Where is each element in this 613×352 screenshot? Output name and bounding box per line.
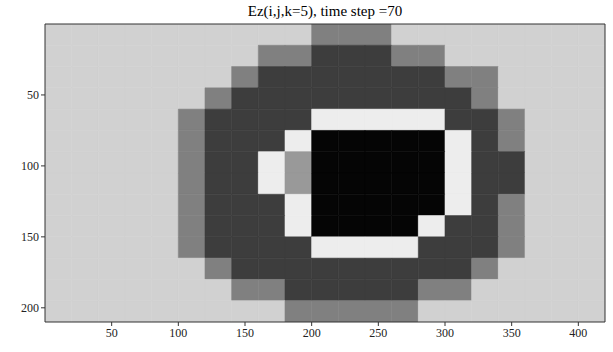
svg-text:50: 50 bbox=[106, 326, 118, 340]
svg-text:150: 150 bbox=[21, 230, 39, 244]
svg-text:250: 250 bbox=[369, 326, 387, 340]
svg-text:50: 50 bbox=[27, 88, 39, 102]
svg-text:100: 100 bbox=[21, 159, 39, 173]
svg-text:300: 300 bbox=[436, 326, 454, 340]
html-text:Ez(i,j,k=5), time step =70: Ez(i,j,k=5), time step =70 bbox=[247, 3, 403, 19]
svg-text:400: 400 bbox=[569, 326, 587, 340]
svg-text:200: 200 bbox=[303, 326, 321, 340]
svg-text:200: 200 bbox=[21, 301, 39, 315]
svg-text:100: 100 bbox=[169, 326, 187, 340]
svg-text:150: 150 bbox=[236, 326, 254, 340]
svg-text:350: 350 bbox=[503, 326, 521, 340]
